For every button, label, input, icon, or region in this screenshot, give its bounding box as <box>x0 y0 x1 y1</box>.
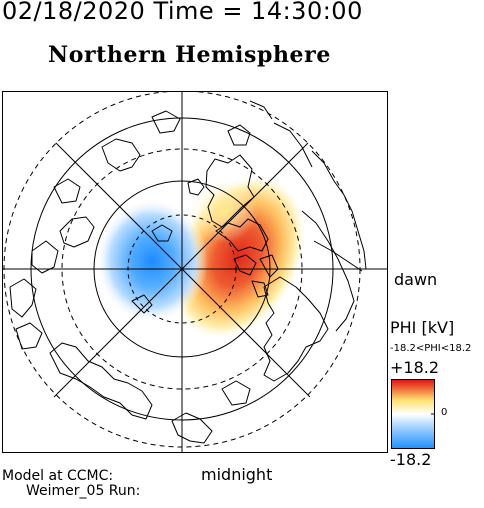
colorbar-max-label: +18.2 <box>390 358 440 377</box>
positive-potential-yellow <box>190 179 258 243</box>
colorbar-min-label: -18.2 <box>390 450 432 469</box>
colorbar-range: -18.2<PHI<18.2 <box>390 343 472 354</box>
hemisphere-title: Northern Hemisphere <box>48 42 331 68</box>
dawn-label: dawn <box>394 270 438 289</box>
colorbar-gradient <box>391 379 435 449</box>
run-label: Weimer_05 Run: <box>26 483 141 499</box>
polar-map <box>2 91 388 453</box>
colorbar-title: PHI [kV] <box>390 318 455 337</box>
coastlines <box>9 100 363 444</box>
model-label: Model at CCMC: <box>2 468 114 484</box>
colorbar-mid-label: 0 <box>441 407 448 418</box>
datetime-title: 02/18/2020 Time = 14:30:00 <box>2 0 363 25</box>
midnight-label: midnight <box>201 465 273 484</box>
colorbar <box>391 379 435 449</box>
negative-potential-cell <box>96 199 208 323</box>
